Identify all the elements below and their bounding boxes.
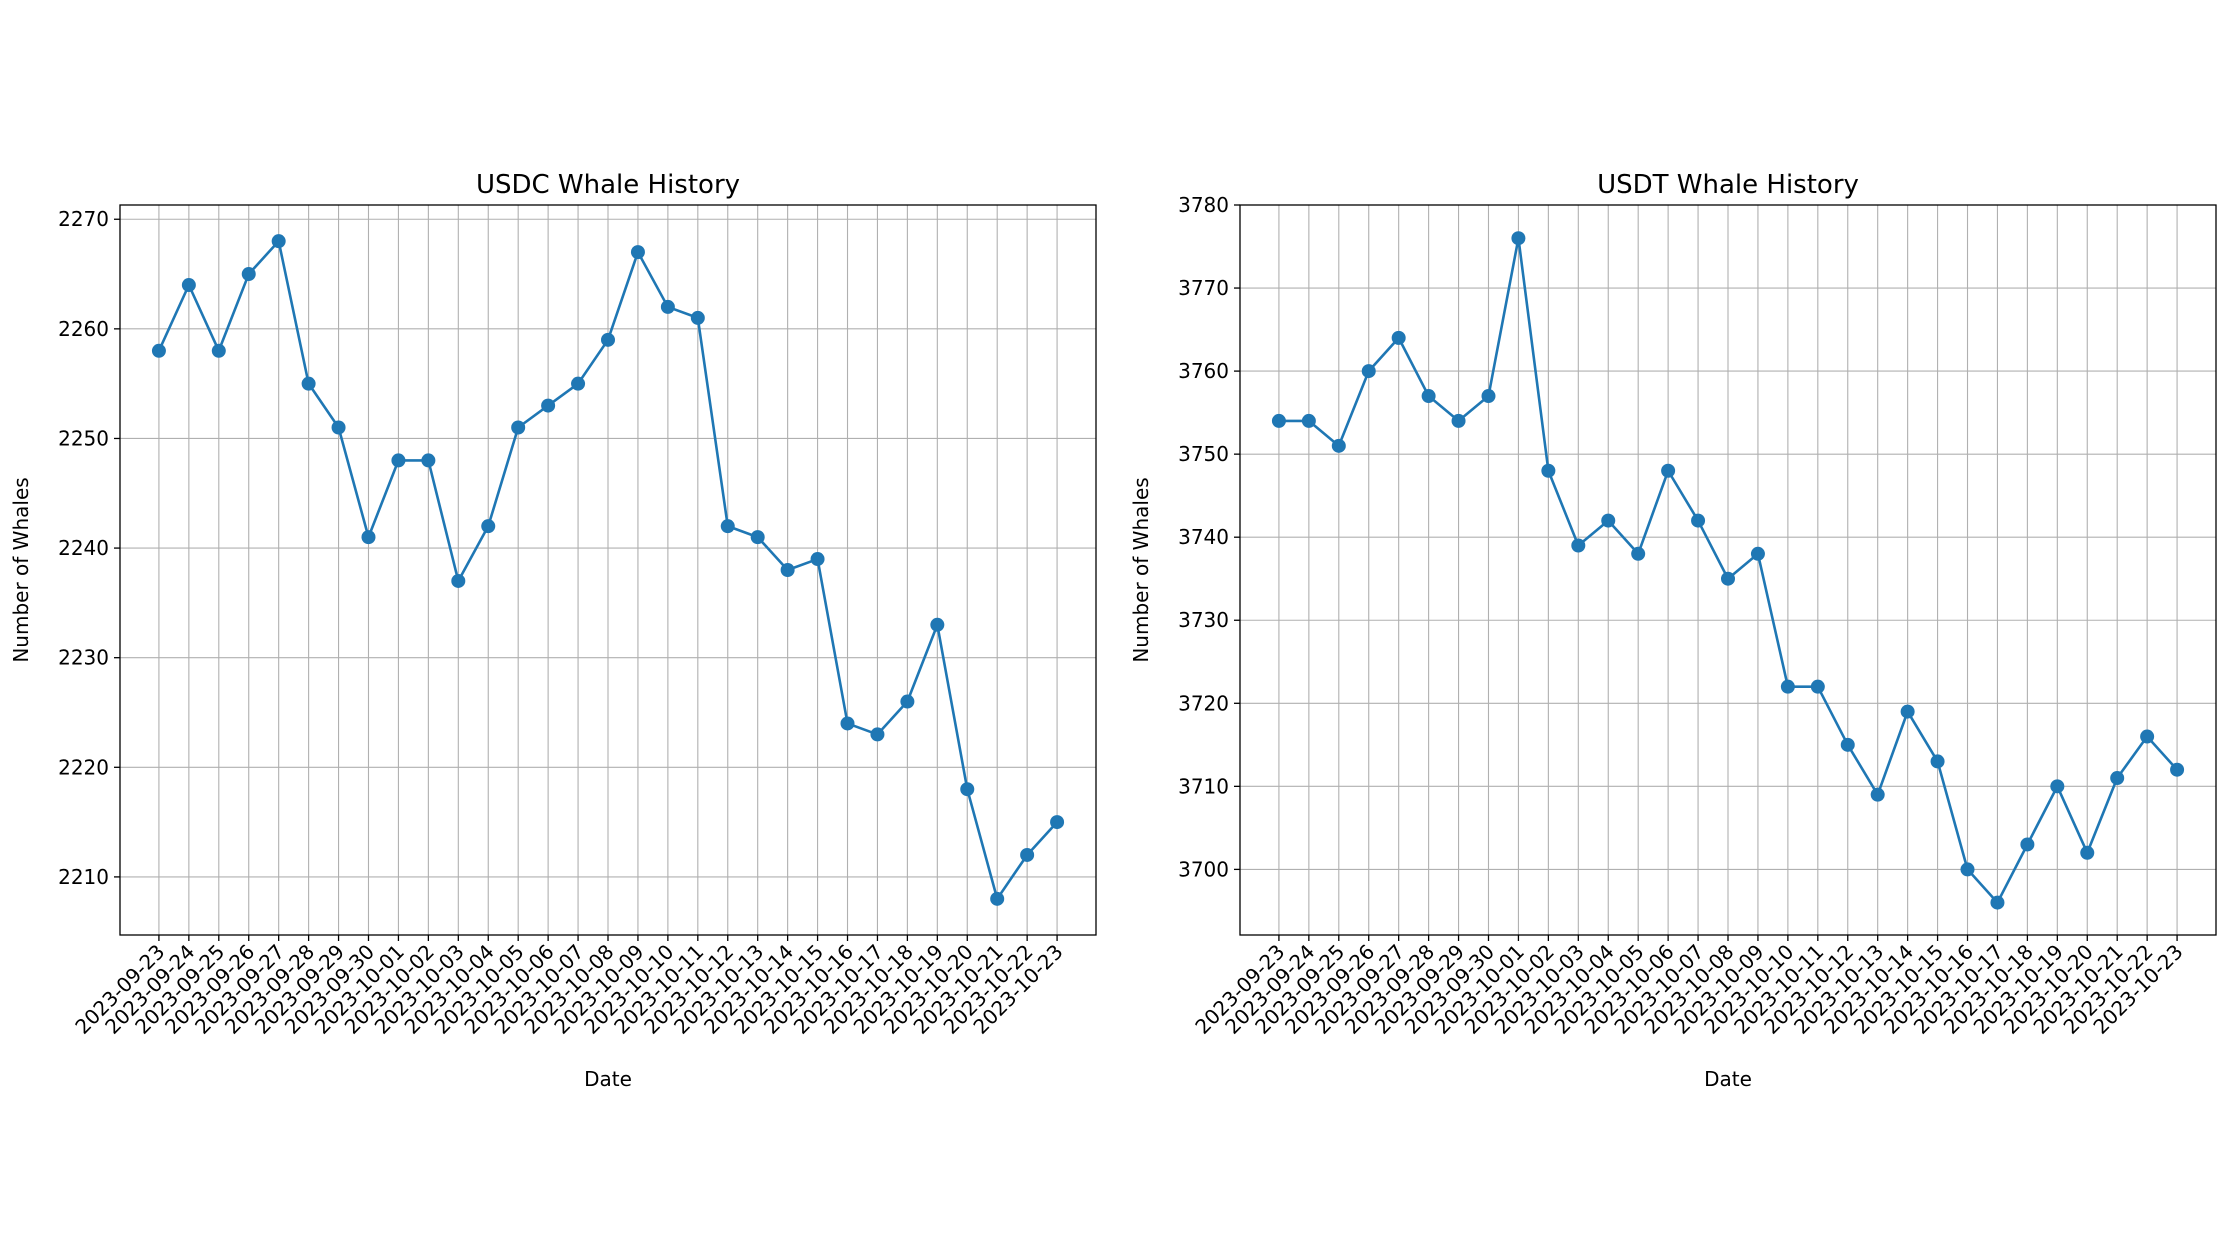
- data-point: [601, 332, 615, 347]
- data-point: [960, 782, 975, 797]
- data-point: [1511, 231, 1526, 246]
- data-point: [2050, 779, 2065, 794]
- data-point: [1391, 330, 1406, 345]
- y-tick-label: 3710: [1178, 774, 1229, 798]
- data-point: [1541, 463, 1556, 478]
- data-point: [2110, 771, 2125, 786]
- data-point: [421, 453, 436, 468]
- data-point: [541, 398, 556, 413]
- data-point: [720, 519, 735, 534]
- x-axis-label: Date: [1704, 1067, 1752, 1091]
- grid: [1240, 204, 2216, 935]
- data-point: [630, 245, 645, 260]
- data-point: [301, 376, 316, 391]
- data-point: [1960, 862, 1975, 877]
- y-tick-label: 3760: [1178, 359, 1229, 383]
- y-axis-label: Number of Whales: [9, 477, 33, 662]
- y-tick-label: 2260: [58, 317, 109, 341]
- y-tick-label: 3770: [1178, 276, 1229, 300]
- data-point: [810, 552, 825, 567]
- data-point: [2170, 762, 2185, 777]
- x-axis-label: Date: [584, 1067, 632, 1091]
- data-point: [900, 694, 915, 709]
- data-point: [1481, 389, 1496, 404]
- y-tick-label: 3740: [1178, 525, 1229, 549]
- data-point: [571, 376, 586, 391]
- data-point: [1571, 538, 1586, 553]
- data-point: [840, 716, 855, 731]
- data-point: [1870, 787, 1885, 802]
- chart-title: USDC Whale History: [476, 170, 740, 200]
- data-point: [481, 519, 496, 534]
- y-tick-label: 3720: [1178, 691, 1229, 715]
- data-point: [1691, 513, 1706, 528]
- data-point: [870, 727, 885, 742]
- data-point: [750, 530, 765, 545]
- y-axis-label: Number of Whales: [1129, 477, 1153, 662]
- chart-0: 22102220223022402250226022702023-09-2320…: [9, 170, 1097, 1091]
- chart-1: 3700371037203730374037503760377037802023…: [1129, 170, 2217, 1091]
- data-point: [1810, 679, 1825, 694]
- data-point: [1331, 438, 1346, 453]
- data-point: [1601, 513, 1616, 528]
- data-point: [1780, 679, 1795, 694]
- grid: [120, 205, 1096, 935]
- y-tick-label: 2220: [58, 755, 109, 779]
- data-point: [241, 267, 256, 282]
- data-point: [1020, 847, 1035, 862]
- data-point: [1361, 364, 1376, 379]
- data-point: [1421, 389, 1436, 404]
- data-point: [690, 310, 705, 325]
- data-point: [181, 278, 196, 293]
- data-point: [1900, 704, 1915, 719]
- y-tick-label: 2240: [58, 536, 109, 560]
- data-point: [331, 420, 346, 435]
- data-point: [930, 617, 945, 632]
- y-tick-label: 2230: [58, 646, 109, 670]
- data-point: [211, 343, 226, 358]
- data-point: [2140, 729, 2155, 744]
- y-tick-label: 3700: [1178, 857, 1229, 881]
- data-point: [451, 573, 466, 588]
- y-tick-label: 2270: [58, 207, 109, 231]
- data-point: [271, 234, 286, 249]
- y-tick-label: 2250: [58, 426, 109, 450]
- y-tick-label: 3750: [1178, 442, 1229, 466]
- data-point: [1721, 571, 1735, 586]
- y-tick-label: 3780: [1178, 193, 1229, 217]
- data-point: [1990, 895, 2005, 910]
- data-point: [2080, 845, 2095, 860]
- data-point: [391, 453, 406, 468]
- data-point: [1631, 546, 1646, 561]
- data-point: [1271, 413, 1286, 428]
- data-point: [1750, 546, 1765, 561]
- data-point: [361, 530, 376, 545]
- data-point: [660, 299, 675, 314]
- data-point: [1930, 754, 1945, 769]
- data-point: [1050, 815, 1065, 830]
- data-point: [2020, 837, 2035, 852]
- data-point: [511, 420, 526, 435]
- data-point: [1301, 413, 1316, 428]
- y-tick-label: 2210: [58, 865, 109, 889]
- data-point: [1661, 463, 1676, 478]
- y-tick-label: 3730: [1178, 608, 1229, 632]
- data-point: [151, 343, 166, 358]
- data-point: [990, 891, 1005, 906]
- data-point: [1840, 737, 1855, 752]
- data-point: [1451, 413, 1466, 428]
- data-point: [780, 563, 795, 577]
- chart-title: USDT Whale History: [1597, 170, 1859, 200]
